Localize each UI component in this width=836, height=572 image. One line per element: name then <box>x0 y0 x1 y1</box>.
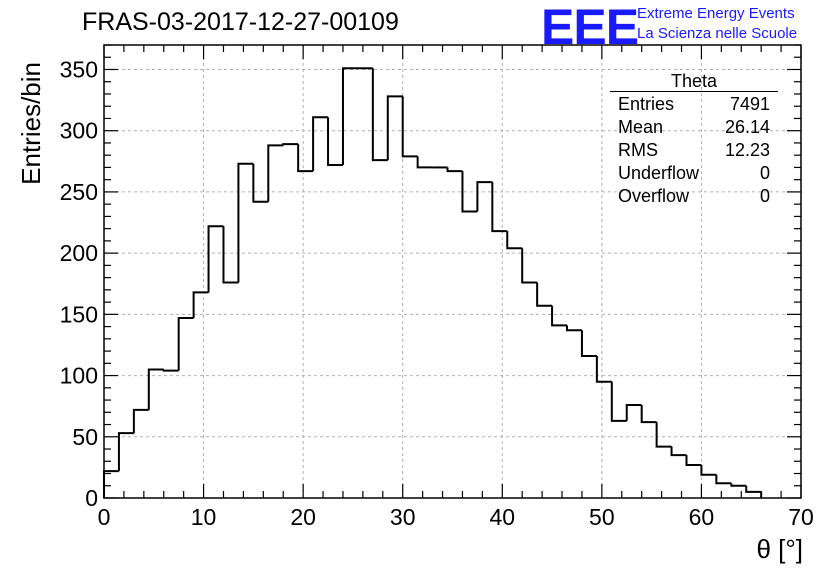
x-tick-label: 0 <box>98 504 111 530</box>
chart-title: FRAS-03-2017-12-27-00109 <box>82 8 399 36</box>
stats-value: 12.23 <box>724 140 770 160</box>
x-tick-label: 40 <box>489 504 515 530</box>
histogram-bin <box>103 470 119 498</box>
x-tick-label: 60 <box>689 504 715 530</box>
histogram-bin <box>117 432 134 472</box>
y-tick-label: 0 <box>85 485 98 511</box>
x-tick-label: 20 <box>290 504 316 530</box>
logo-line-1: Extreme Energy Events <box>637 5 795 22</box>
histogram-bin <box>551 305 568 327</box>
histogram-bin <box>207 225 224 293</box>
histogram-bin <box>491 182 508 233</box>
x-axis-label: θ [°] <box>756 534 803 564</box>
grid-lines <box>104 45 801 498</box>
histogram-bin <box>670 446 687 457</box>
stats-title: Theta <box>610 72 778 92</box>
logo-caption: Extreme Energy Events La Scienza nelle S… <box>637 4 797 44</box>
stats-label: Mean <box>618 117 664 137</box>
histogram-bin <box>371 68 388 162</box>
y-tick-label: 50 <box>72 424 98 450</box>
histogram-bin <box>580 330 597 357</box>
histogram-bin <box>745 485 762 493</box>
histogram-bin <box>327 117 343 166</box>
stats-value: 7491 <box>729 94 770 114</box>
x-tick-label: 50 <box>589 504 615 530</box>
histogram-bin <box>237 162 254 283</box>
y-tick-label: 250 <box>60 179 98 205</box>
stats-value: 0 <box>759 186 770 206</box>
plot-frame <box>103 44 802 499</box>
stats-label: Underflow <box>618 163 700 183</box>
stats-row-rms: RMS 12.23 <box>610 138 778 161</box>
stats-row-mean: Mean 26.14 <box>610 115 778 138</box>
histogram-bin <box>177 317 194 371</box>
histogram-bin <box>715 474 732 485</box>
y-tick-label: 200 <box>60 240 98 266</box>
eee-logo: EEE <box>541 0 639 55</box>
axis-ticks <box>103 44 802 499</box>
y-tick-label: 100 <box>60 363 98 389</box>
stats-row-overflow: Overflow 0 <box>610 184 778 207</box>
y-tick-label: 300 <box>60 118 98 144</box>
histogram-bin <box>700 464 717 476</box>
histogram-bin <box>162 369 179 372</box>
stats-label: RMS <box>618 140 658 160</box>
histogram-bin <box>267 144 284 202</box>
stats-value: 0 <box>759 163 770 183</box>
histogram-bin <box>595 355 612 383</box>
histogram-bin <box>446 167 463 173</box>
stats-label: Entries <box>618 94 675 114</box>
histogram-bin <box>416 156 433 169</box>
histogram-bin <box>341 67 358 165</box>
x-tick-label: 30 <box>390 504 416 530</box>
histogram-bin <box>252 163 269 203</box>
histogram-bin <box>312 116 329 172</box>
stats-label: Overflow <box>618 186 690 206</box>
histogram-bin <box>147 368 164 410</box>
x-tick-label: 70 <box>788 504 814 530</box>
histogram-bin <box>625 403 642 421</box>
histogram-bin <box>566 325 582 332</box>
x-tick-label: 10 <box>191 504 217 530</box>
histogram-bin <box>655 422 672 448</box>
histogram-bin <box>282 143 299 146</box>
histogram-bin <box>132 408 149 434</box>
stats-value: 26.14 <box>724 117 770 137</box>
logo-line-2: La Scienza nelle Scuole <box>637 25 798 42</box>
histogram-bin <box>730 483 747 487</box>
stats-row-underflow: Underflow 0 <box>610 161 778 184</box>
histogram-bin <box>521 248 538 284</box>
histogram-bin <box>222 226 239 284</box>
histogram-bin <box>476 181 493 212</box>
histogram-bin <box>685 455 702 466</box>
histogram-bin <box>192 291 209 319</box>
histogram-bin <box>461 171 478 213</box>
stats-box: Theta Entries 7491 Mean 26.14 RMS 12.23 … <box>610 72 778 207</box>
histogram-bin <box>536 282 553 307</box>
histogram-bin <box>297 144 314 173</box>
histogram-bin <box>386 95 403 161</box>
y-tick-labels: 0 50 100 150 200 250 300 350 <box>60 56 98 511</box>
y-axis-label: Entries/bin <box>16 62 46 185</box>
histogram-bin <box>640 404 657 424</box>
x-tick-labels: 0 10 20 30 40 50 60 70 <box>98 504 814 530</box>
y-tick-label: 350 <box>60 56 98 82</box>
stats-row-entries: Entries 7491 <box>610 92 778 115</box>
histogram-bin <box>401 96 418 158</box>
histogram-bin <box>610 381 627 422</box>
histogram-bin <box>506 231 523 250</box>
y-tick-label: 150 <box>60 301 98 327</box>
